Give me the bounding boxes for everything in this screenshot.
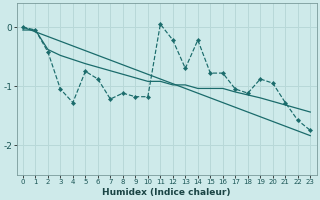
X-axis label: Humidex (Indice chaleur): Humidex (Indice chaleur): [102, 188, 231, 197]
